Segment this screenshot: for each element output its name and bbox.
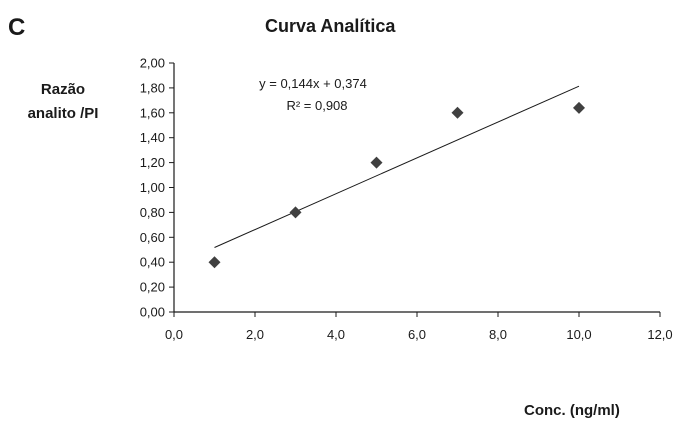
y-tick-label: 0,00 [140,305,165,320]
data-point [208,256,221,269]
y-axis-label-line-2: analito /PI [27,105,99,122]
y-tick-label: 1,40 [140,130,165,145]
y-tick-label: 0,60 [140,230,165,245]
data-point [289,206,302,219]
y-tick-label: 0,80 [140,205,165,220]
y-axis-label: Razão analito /PI [8,78,118,126]
data-point [573,101,585,114]
panel-letter: C [8,14,26,41]
chart-title: Curva Analítica [265,16,396,36]
y-tick-label: 1,80 [140,80,165,95]
x-tick-label: 8,0 [489,327,507,342]
y-tick-label: 0,20 [140,280,165,295]
y-tick-label: 1,20 [140,155,165,170]
x-axis-label: Conc. (ng/ml) [524,402,620,419]
r-squared-label: R² = 0,908 [286,98,347,113]
y-tick-label: 1,00 [140,180,165,195]
x-tick-label: 4,0 [327,327,345,342]
y-tick-label: 1,60 [140,105,165,120]
data-point [370,156,383,169]
x-tick-label: 12,0 [647,327,672,342]
x-tick-label: 0,0 [165,327,183,342]
x-tick-label: 6,0 [408,327,426,342]
x-tick-label: 2,0 [246,327,264,342]
trendline-equation: y = 0,144x + 0,374 [259,76,367,91]
y-axis-label-line-1: Razão [40,81,86,98]
y-tick-label: 0,40 [140,255,165,270]
data-point [451,106,464,119]
trendline [214,85,580,248]
y-tick-label: 2,00 [140,56,165,71]
x-tick-label: 10,0 [566,327,591,342]
